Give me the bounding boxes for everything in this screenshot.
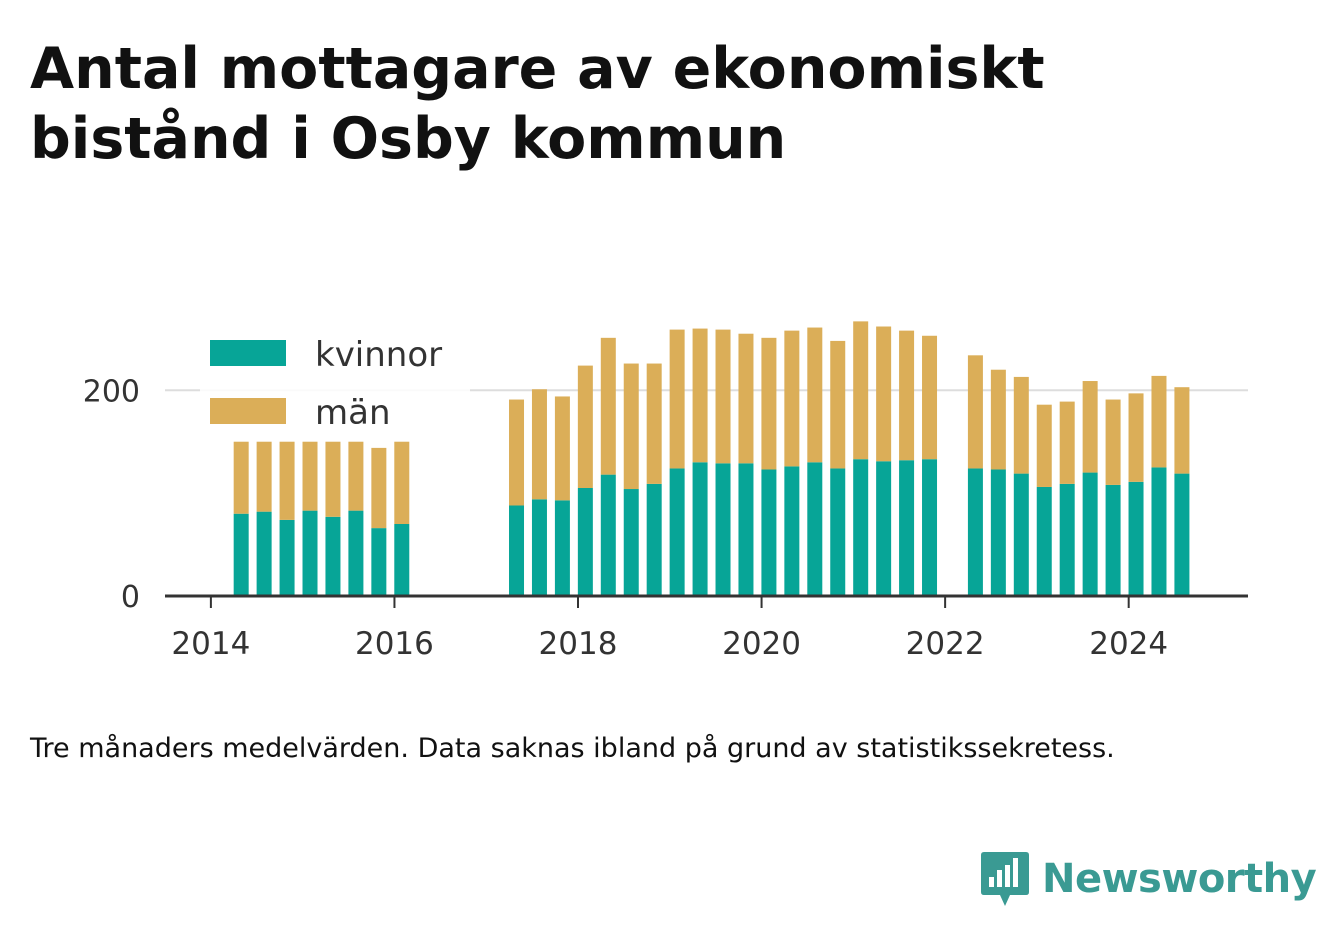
- bar-kvinnor: [830, 468, 846, 596]
- bar-kvinnor: [1174, 473, 1190, 596]
- axes: 0 200 2014 2016 2018 2020 2022 2024: [83, 374, 1248, 662]
- bar-man: [876, 326, 892, 462]
- bar-kvinnor: [669, 468, 685, 596]
- x-tick-label: 2014: [171, 626, 250, 662]
- bar-man: [577, 365, 593, 488]
- legend-label: män: [315, 393, 391, 433]
- bar-man: [899, 330, 915, 461]
- bar-man: [922, 335, 938, 460]
- legend-label: kvinnor: [315, 335, 442, 375]
- bar-man: [1036, 404, 1052, 487]
- bar-man: [1128, 393, 1144, 482]
- bar-man: [1174, 387, 1190, 474]
- bars: [233, 321, 1190, 596]
- bar-chart-speech-bubble-icon: [981, 852, 1029, 906]
- bar-kvinnor: [531, 499, 547, 596]
- bar-kvinnor: [853, 459, 869, 596]
- bar-man: [623, 363, 639, 490]
- bar-man: [1151, 375, 1167, 468]
- x-tick-label: 2018: [539, 626, 618, 662]
- bar-kvinnor: [1059, 483, 1075, 596]
- bar-kvinnor: [1128, 481, 1144, 596]
- bar-man: [830, 340, 846, 469]
- bar-man: [302, 441, 318, 511]
- bar-man: [967, 355, 983, 469]
- bar-kvinnor: [922, 459, 938, 596]
- bar-man: [853, 321, 869, 460]
- legend: kvinnor män: [200, 325, 470, 435]
- brand-name: Newsworthy: [1042, 856, 1317, 902]
- bar-man: [669, 329, 685, 469]
- bar-kvinnor: [577, 488, 593, 596]
- legend-swatch-kvinnor: [210, 340, 286, 366]
- bar-kvinnor: [509, 505, 525, 596]
- bar-kvinnor: [876, 461, 892, 596]
- bar-man: [738, 333, 754, 464]
- brand: Newsworthy: [980, 850, 1317, 908]
- chart-title: Antal mottagare av ekonomiskt bistånd i …: [30, 36, 1045, 172]
- x-tick-label: 2024: [1089, 626, 1168, 662]
- bar-kvinnor: [899, 460, 915, 596]
- bar-man: [646, 363, 662, 484]
- bar-man: [279, 441, 295, 520]
- bar-man: [371, 447, 387, 529]
- bar-kvinnor: [279, 519, 295, 596]
- bar-kvinnor: [1082, 472, 1098, 596]
- bar-man: [715, 329, 731, 464]
- bar-man: [784, 330, 800, 467]
- bar-man: [1082, 381, 1098, 473]
- bar-kvinnor: [371, 528, 387, 596]
- bar-kvinnor: [761, 469, 777, 596]
- bar-man: [256, 441, 272, 512]
- bar-kvinnor: [738, 463, 754, 596]
- y-tick-label: 200: [83, 374, 140, 409]
- bar-man: [807, 327, 823, 463]
- bar-man: [990, 369, 1006, 470]
- bar-kvinnor: [325, 516, 341, 596]
- bar-kvinnor: [967, 468, 983, 596]
- bar-kvinnor: [1105, 484, 1121, 596]
- y-tick-label: 0: [121, 580, 140, 615]
- legend-swatch-man: [210, 398, 286, 424]
- x-tick-label: 2020: [722, 626, 801, 662]
- bar-kvinnor: [256, 511, 272, 596]
- x-tick-label: 2022: [906, 626, 985, 662]
- bar-man: [1059, 401, 1075, 484]
- bar-man: [531, 389, 547, 500]
- bar-kvinnor: [1013, 473, 1029, 596]
- bar-man: [692, 328, 708, 463]
- bar-kvinnor: [1036, 486, 1052, 596]
- bar-man: [1013, 376, 1029, 474]
- bar-kvinnor: [394, 524, 410, 596]
- bar-kvinnor: [600, 474, 616, 596]
- bar-man: [233, 441, 249, 514]
- chart-area: 0 200 2014 2016 2018 2020 2022 2024 kvinnor män: [83, 321, 1248, 662]
- bar-kvinnor: [302, 510, 318, 596]
- bar-man: [325, 441, 341, 517]
- x-tick-label: 2016: [355, 626, 434, 662]
- bar-man: [348, 441, 364, 511]
- bar-man: [600, 337, 616, 475]
- bar-man: [1105, 399, 1121, 485]
- bar-kvinnor: [807, 462, 823, 596]
- bar-man: [554, 396, 570, 501]
- bar-kvinnor: [554, 500, 570, 596]
- bar-man: [509, 399, 525, 506]
- footnote: Tre månaders medelvärden. Data saknas ib…: [30, 733, 1115, 764]
- bar-kvinnor: [1151, 467, 1167, 596]
- bar-kvinnor: [784, 466, 800, 596]
- bar-kvinnor: [715, 463, 731, 596]
- bar-kvinnor: [692, 462, 708, 596]
- bar-man: [394, 441, 410, 524]
- bar-kvinnor: [990, 469, 1006, 596]
- bar-kvinnor: [646, 483, 662, 596]
- bar-man: [761, 337, 777, 470]
- bar-kvinnor: [623, 489, 639, 596]
- bar-kvinnor: [233, 513, 249, 596]
- bar-kvinnor: [348, 510, 364, 596]
